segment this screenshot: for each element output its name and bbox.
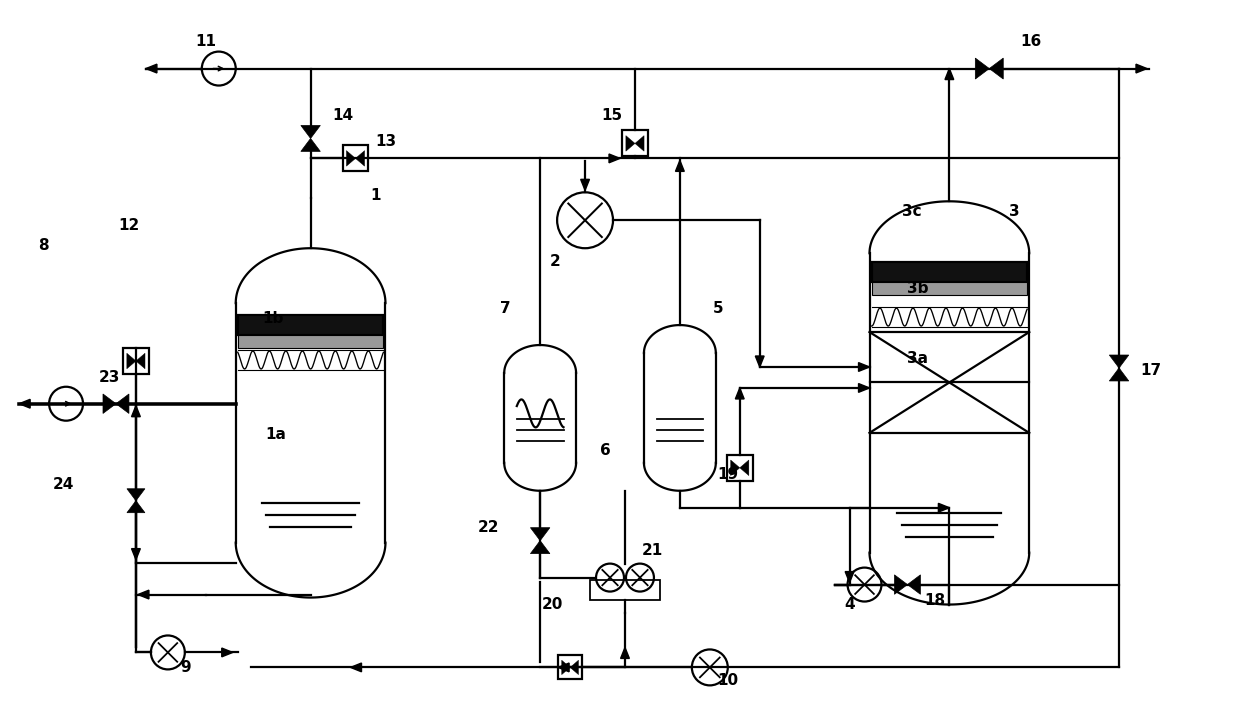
Text: 4: 4 — [844, 597, 855, 612]
Polygon shape — [731, 460, 740, 476]
Polygon shape — [347, 150, 356, 166]
Text: 3c: 3c — [902, 204, 922, 219]
Bar — [590, 580, 660, 599]
Polygon shape — [859, 384, 870, 393]
Polygon shape — [1109, 355, 1129, 368]
Bar — [238, 315, 383, 335]
Polygon shape — [845, 572, 854, 583]
Text: 3b: 3b — [907, 281, 928, 296]
Polygon shape — [301, 138, 321, 151]
Text: 11: 11 — [196, 34, 217, 49]
Bar — [238, 335, 383, 348]
Text: 1a: 1a — [265, 427, 286, 442]
Text: 22: 22 — [477, 520, 499, 535]
Text: 17: 17 — [1140, 364, 1161, 378]
Bar — [622, 130, 648, 156]
Polygon shape — [975, 58, 989, 79]
Polygon shape — [570, 660, 579, 675]
Polygon shape — [19, 399, 30, 408]
Polygon shape — [136, 354, 145, 369]
Text: 2: 2 — [550, 254, 560, 269]
Text: 3a: 3a — [907, 351, 928, 366]
Text: 12: 12 — [118, 218, 140, 233]
Text: 23: 23 — [98, 370, 120, 385]
Polygon shape — [146, 64, 157, 73]
Polygon shape — [736, 388, 745, 399]
Polygon shape — [938, 503, 949, 512]
Text: 7: 7 — [499, 301, 510, 316]
Bar — [871, 262, 1027, 282]
Polygon shape — [610, 154, 620, 163]
Bar — [342, 145, 368, 171]
Polygon shape — [989, 58, 1004, 79]
Polygon shape — [740, 460, 748, 476]
Polygon shape — [895, 575, 907, 594]
Polygon shape — [561, 660, 570, 675]
Text: 15: 15 — [601, 108, 622, 123]
Polygon shape — [126, 501, 145, 513]
Text: 1: 1 — [370, 188, 380, 203]
Polygon shape — [126, 354, 136, 369]
Polygon shape — [131, 406, 140, 416]
Text: 1b: 1b — [261, 311, 284, 325]
Text: 14: 14 — [332, 108, 353, 123]
Bar — [123, 348, 149, 374]
Polygon shape — [756, 356, 764, 367]
Text: 10: 10 — [717, 673, 738, 688]
Polygon shape — [138, 590, 149, 599]
Polygon shape — [131, 549, 140, 560]
Polygon shape — [634, 136, 644, 151]
Polygon shape — [626, 136, 634, 151]
Polygon shape — [356, 150, 364, 166]
Polygon shape — [945, 69, 954, 80]
Bar — [558, 656, 582, 680]
Text: 19: 19 — [717, 467, 738, 482]
Text: 21: 21 — [642, 543, 663, 558]
Text: 6: 6 — [600, 443, 611, 458]
Bar — [727, 455, 753, 481]
Text: 16: 16 — [1021, 34, 1042, 49]
Polygon shape — [103, 394, 116, 414]
Text: 3: 3 — [1009, 204, 1020, 219]
Polygon shape — [558, 663, 569, 672]
Polygon shape — [1136, 64, 1147, 73]
Text: 13: 13 — [375, 134, 396, 149]
Polygon shape — [222, 648, 233, 656]
Text: 20: 20 — [541, 597, 563, 612]
Polygon shape — [1109, 368, 1129, 381]
Text: 9: 9 — [181, 660, 191, 675]
Polygon shape — [301, 126, 321, 138]
Polygon shape — [675, 161, 684, 171]
Polygon shape — [530, 541, 550, 554]
Polygon shape — [530, 528, 550, 541]
Text: 8: 8 — [38, 238, 48, 253]
Polygon shape — [581, 179, 590, 190]
Polygon shape — [116, 394, 129, 414]
Polygon shape — [859, 363, 870, 372]
Polygon shape — [907, 575, 921, 594]
Text: 18: 18 — [924, 593, 945, 608]
Text: 24: 24 — [52, 477, 74, 492]
Text: 5: 5 — [712, 301, 724, 316]
Polygon shape — [621, 648, 629, 659]
Polygon shape — [126, 489, 145, 501]
Polygon shape — [351, 663, 362, 672]
Bar — [871, 282, 1027, 295]
